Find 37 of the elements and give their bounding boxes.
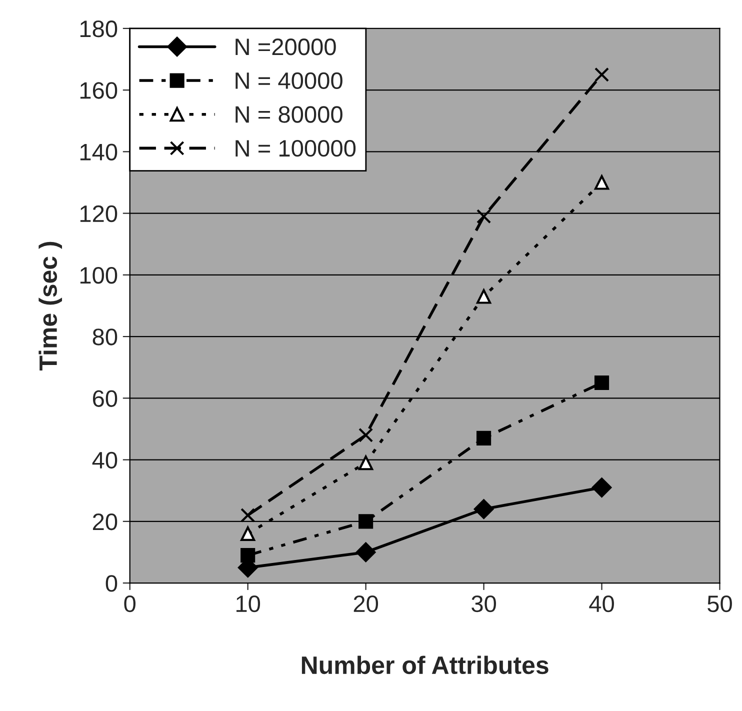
y-axis-title: Time (sec ) bbox=[38, 242, 62, 371]
point bbox=[592, 478, 612, 498]
point bbox=[594, 375, 610, 390]
point bbox=[240, 548, 256, 563]
point bbox=[240, 508, 256, 523]
point bbox=[358, 514, 374, 529]
point bbox=[594, 67, 610, 82]
y-tick-label: 100 bbox=[80, 266, 118, 284]
legend-label: N = 80000 bbox=[236, 106, 342, 123]
x-tick-label: 30 bbox=[472, 595, 496, 612]
point bbox=[240, 526, 256, 542]
point bbox=[476, 289, 492, 304]
y-tick-label: 60 bbox=[92, 390, 118, 407]
point bbox=[476, 209, 492, 224]
y-tick-label: 40 bbox=[92, 452, 118, 469]
x-tick-label: 40 bbox=[589, 595, 614, 612]
y-tick-label: 140 bbox=[80, 144, 118, 160]
point bbox=[476, 430, 492, 446]
point bbox=[358, 428, 374, 442]
y-tick-label: 20 bbox=[92, 513, 118, 530]
x-tick-label: 0 bbox=[124, 595, 136, 612]
y-tick-label: 80 bbox=[92, 328, 118, 346]
point bbox=[594, 175, 610, 190]
y-tick-label: 0 bbox=[106, 575, 118, 592]
x-axis-title: Number of Attributes bbox=[302, 656, 548, 674]
x-tick-label: 50 bbox=[708, 595, 732, 612]
point bbox=[474, 499, 494, 519]
legend-label: N = 100000 bbox=[236, 140, 356, 157]
legend-label: N = 40000 bbox=[236, 72, 342, 90]
y-tick-label: 120 bbox=[80, 205, 118, 222]
point bbox=[356, 542, 376, 562]
x-tick-label: 10 bbox=[236, 595, 260, 612]
y-tick-label: 180 bbox=[80, 20, 118, 38]
y-tick-label: 160 bbox=[80, 82, 118, 99]
legend-label: N =20000 bbox=[236, 38, 336, 56]
x-tick-label: 20 bbox=[354, 595, 378, 612]
point bbox=[358, 456, 374, 470]
